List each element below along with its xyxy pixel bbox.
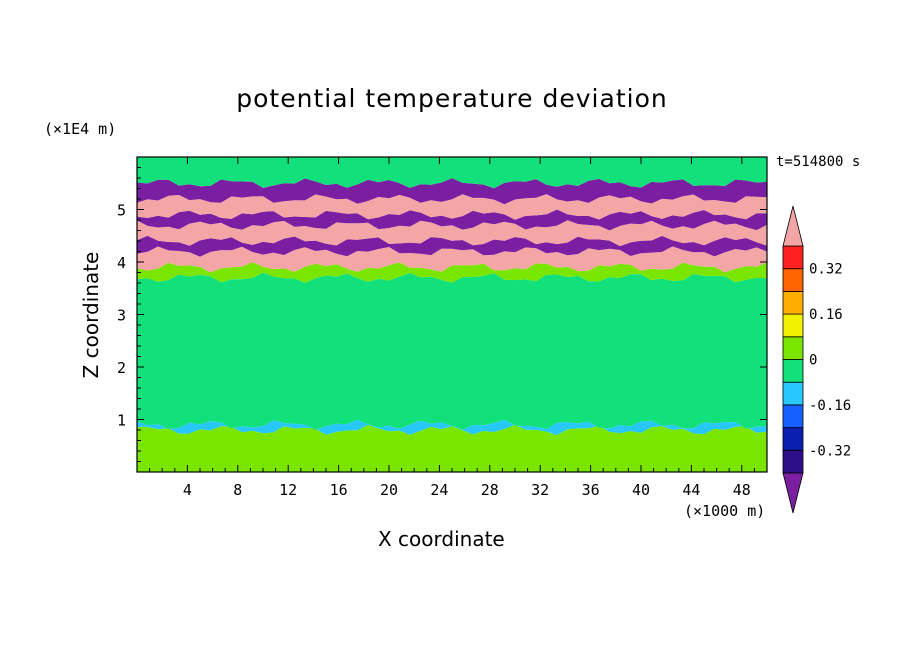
colorbar-segment xyxy=(782,427,804,451)
x-tick-label: 8 xyxy=(233,481,242,499)
contour-band xyxy=(137,178,767,205)
x-tick-label: 4 xyxy=(183,481,192,499)
colorbar-label: -0.16 xyxy=(809,398,851,414)
contour-field xyxy=(137,157,767,472)
chart-title: potential temperature deviation xyxy=(236,84,668,113)
colorbar-label: 0.16 xyxy=(809,307,843,323)
colorbar: 0.32 0.16 0 -0.16 -0.32 xyxy=(782,205,851,514)
y-axis: 1 2 3 4 5 xyxy=(117,167,767,462)
contour-band xyxy=(137,424,767,472)
x-tick-label: 48 xyxy=(733,481,751,499)
contour-band xyxy=(137,209,767,231)
x-unit-label: (×1000 m) xyxy=(684,502,766,520)
colorbar-label: -0.32 xyxy=(809,443,851,459)
time-label: t=514800 s xyxy=(776,154,861,170)
y-tick-label: 5 xyxy=(117,202,126,220)
contour-band xyxy=(137,246,767,273)
colorbar-segment xyxy=(782,268,804,292)
x-axis: 4 8 12 16 20 24 28 32 36 40 44 48 xyxy=(149,157,755,499)
x-tick-label: 36 xyxy=(582,481,600,499)
colorbar-segment xyxy=(782,449,804,474)
contour-band xyxy=(137,194,767,220)
y-tick-label: 2 xyxy=(117,359,126,377)
x-tick-label: 40 xyxy=(632,481,650,499)
colorbar-max-arrow xyxy=(782,205,804,247)
x-tick-label: 44 xyxy=(682,481,700,499)
contour-band xyxy=(137,262,767,283)
colorbar-segment xyxy=(782,290,804,315)
x-tick-label: 12 xyxy=(279,481,297,499)
x-tick-label: 16 xyxy=(330,481,348,499)
colorbar-segment xyxy=(782,404,804,428)
colorbar-min-arrow xyxy=(782,472,804,514)
x-tick-label: 28 xyxy=(481,481,499,499)
contour-band xyxy=(137,235,767,257)
x-tick-label: 20 xyxy=(380,481,398,499)
x-axis-label: X coordinate xyxy=(378,527,505,551)
colorbar-label: 0.32 xyxy=(809,262,843,278)
contour-band xyxy=(137,272,767,430)
y-unit-label: (×1E4 m) xyxy=(44,120,117,138)
y-tick-label: 1 xyxy=(117,412,126,430)
colorbar-segment xyxy=(782,313,804,338)
colorbar-segment xyxy=(782,245,804,270)
x-tick-label: 32 xyxy=(531,481,549,499)
contour-band xyxy=(137,157,767,189)
x-tick-label: 24 xyxy=(430,481,448,499)
contour-band xyxy=(137,220,767,247)
contour-band xyxy=(137,419,767,435)
colorbar-segment xyxy=(782,381,804,406)
colorbar-label: 0 xyxy=(809,353,817,369)
y-tick-label: 3 xyxy=(117,307,126,325)
y-tick-label: 4 xyxy=(117,254,126,272)
colorbar-segment xyxy=(782,336,804,360)
colorbar-segment xyxy=(782,359,804,383)
